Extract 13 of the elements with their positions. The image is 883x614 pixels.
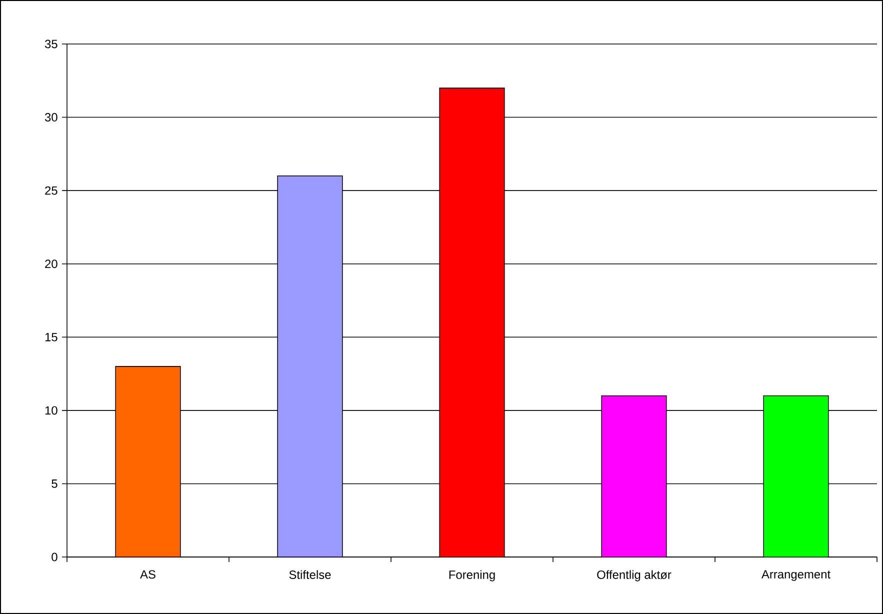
x-tick-label: Stiftelse [289, 570, 331, 579]
y-tick-label: 25 [45, 186, 58, 195]
y-tick-label: 10 [45, 406, 58, 415]
y-tick-label: 15 [45, 332, 58, 342]
x-tick-label: AS [140, 570, 156, 579]
y-tick-label: 0 [52, 552, 58, 562]
x-tick-label: Forening [449, 570, 495, 582]
x-tick-label: Offentlig aktør [597, 570, 672, 582]
y-tick-label: 35 [44, 40, 58, 48]
y-tick-label: 20 [45, 260, 58, 268]
y-tick-label: 5 [52, 480, 58, 488]
y-tick-label: 30 [44, 113, 58, 122]
x-tick-label: Arrangement [761, 570, 830, 581]
